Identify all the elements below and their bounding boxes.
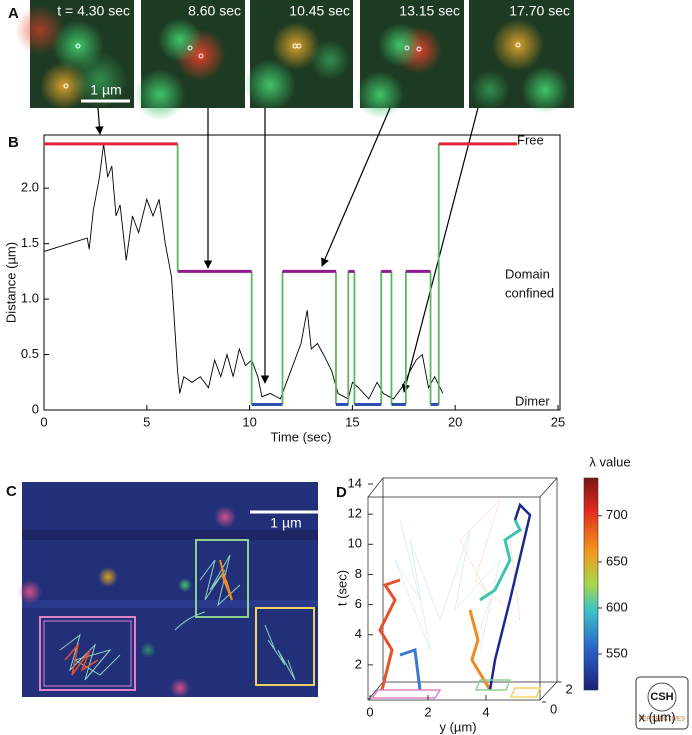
t-tick-label: 12 xyxy=(348,506,362,521)
y-tick-label: 2 xyxy=(424,704,431,719)
logo-title: CSH xyxy=(650,691,673,703)
micrograph-a xyxy=(134,0,245,121)
panel-label: A xyxy=(8,5,19,22)
time-label: 10.45 sec xyxy=(289,3,350,19)
colorbar-title: λ value xyxy=(589,454,630,469)
t-tick-label: 2 xyxy=(355,656,362,671)
plot-frame xyxy=(43,134,561,411)
state-label: Domain xyxy=(505,266,550,281)
y-tick-label: 0.5 xyxy=(21,346,39,361)
x-tick-label: 20 xyxy=(448,414,462,429)
t-tick-label: 14 xyxy=(348,475,362,490)
x-tick-label: 0 xyxy=(40,414,47,429)
distance-trace xyxy=(43,143,444,400)
scale-bar-label: 1 µm xyxy=(270,515,301,531)
logo: CSH PERSPECTIVES xyxy=(635,676,689,730)
x-tick-label: 25 xyxy=(551,414,565,429)
micrograph-a xyxy=(244,0,353,111)
y-tick-label: 0 xyxy=(366,704,373,719)
x-axis-label: x (µm) xyxy=(638,709,675,724)
y-tick-label: 0 xyxy=(32,401,39,416)
colorbar-tick-label: 650 xyxy=(606,553,628,568)
t-axis-label: t (sec) xyxy=(334,570,349,606)
x-axis-label: Time (sec) xyxy=(271,429,332,444)
t-tick-label: 6 xyxy=(355,596,362,611)
t-tick-label: 4 xyxy=(355,626,362,641)
micrograph-c xyxy=(18,482,318,698)
micrograph-a xyxy=(356,0,464,119)
time-label: 13.15 sec xyxy=(399,3,460,19)
panel-label: B xyxy=(8,134,19,151)
y-tick-label: 1.0 xyxy=(21,291,39,306)
x-tick-label: 15 xyxy=(345,414,359,429)
time-label: t = 4.30 sec xyxy=(57,3,130,19)
trajectories-3d xyxy=(370,499,542,699)
plot-3d-box xyxy=(367,477,558,701)
t-tick-label: 8 xyxy=(355,566,362,581)
y-tick-label: 4 xyxy=(482,704,489,719)
time-label: 17.70 sec xyxy=(509,3,570,19)
colorbar-tick-label: 700 xyxy=(606,507,628,522)
arrows xyxy=(95,107,479,393)
state-label: Free xyxy=(517,132,544,147)
panel-label: C xyxy=(6,483,17,500)
colorbar-tick-label: 600 xyxy=(606,599,628,614)
state-label: confined xyxy=(505,285,554,300)
scale-bar-label: 1 µm xyxy=(90,82,121,98)
x-tick-label: 10 xyxy=(242,414,256,429)
time-label: 8.60 sec xyxy=(188,3,241,19)
y-axis-label: y (µm) xyxy=(439,719,476,734)
t-tick-label: 10 xyxy=(348,536,362,551)
panel-label: D xyxy=(336,484,347,501)
micrograph-a xyxy=(469,0,574,114)
state-label: Dimer xyxy=(515,393,550,408)
x-tick-label: 5 xyxy=(143,414,150,429)
y-tick-label: 2.0 xyxy=(21,180,39,195)
colorbar xyxy=(583,477,599,691)
logo-subtitle: PERSPECTIVES xyxy=(639,717,685,723)
x-tick-label: 0 xyxy=(550,701,557,716)
y-axis-label: Distance (µm) xyxy=(3,242,18,323)
colorbar-tick-label: 550 xyxy=(606,645,628,660)
y-tick-label: 1.5 xyxy=(21,235,39,250)
micrograph-a xyxy=(15,0,134,110)
x-tick-label: 2 xyxy=(565,681,572,696)
